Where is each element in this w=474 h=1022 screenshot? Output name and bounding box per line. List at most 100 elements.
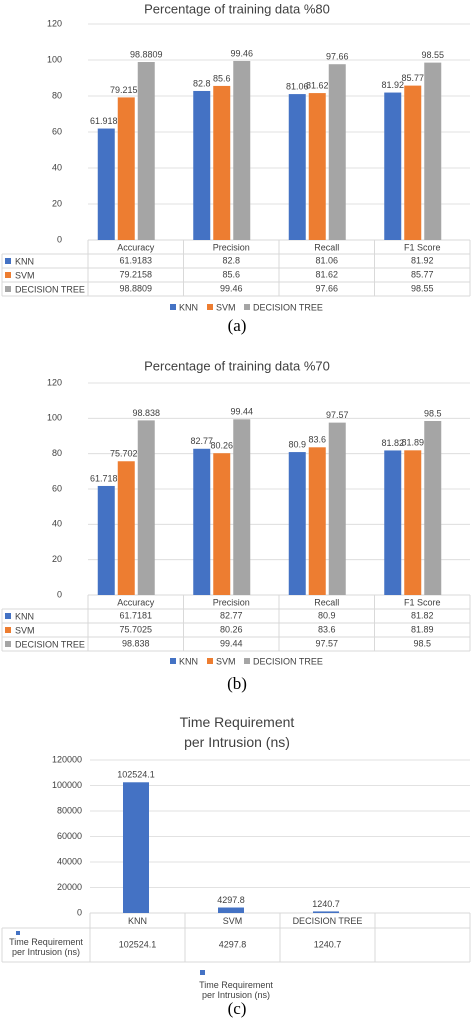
y-tick-label: 120 <box>47 377 62 387</box>
value-label: 81.82 <box>381 438 404 448</box>
bar <box>137 420 155 595</box>
table-value: 98.8809 <box>119 283 152 293</box>
bar <box>308 447 326 595</box>
table-value: 81.92 <box>411 255 434 265</box>
value-label: 75.7025 <box>110 449 143 459</box>
legend-swatch <box>170 658 176 664</box>
bar <box>313 911 339 913</box>
bar <box>97 128 115 240</box>
value-label: 82.77 <box>190 436 213 446</box>
table-value: 98.838 <box>122 638 150 648</box>
y-tick-label: 40 <box>52 519 62 529</box>
value-label: 79.2158 <box>110 85 143 95</box>
table-value: 81.89 <box>411 624 434 634</box>
y-tick-label: 60000 <box>57 831 82 841</box>
x-tick-label: Accuracy <box>117 242 155 252</box>
table-series-label: KNN <box>15 256 34 266</box>
legend-label: DECISION TREE <box>253 302 323 312</box>
bar <box>117 97 135 240</box>
bar <box>328 64 346 240</box>
table-series-label: Time Requirement per Intrusion (ns) <box>9 937 83 957</box>
table-value: 102524.1 <box>119 939 157 949</box>
value-label: 81.06 <box>286 81 309 91</box>
y-tick-label: 120 <box>47 18 62 28</box>
table-series-label: KNN <box>15 611 34 621</box>
bar <box>424 62 442 240</box>
table-value: 99.46 <box>220 283 243 293</box>
value-label: 81.89 <box>401 438 424 448</box>
table-value: 81.06 <box>315 255 338 265</box>
value-label: 85.77 <box>401 73 424 83</box>
y-tick-label: 40000 <box>57 856 82 866</box>
table-value: 61.7181 <box>119 610 152 620</box>
bar <box>404 85 422 240</box>
table-value: 99.44 <box>220 638 243 648</box>
bar <box>328 422 346 595</box>
table-value: 97.66 <box>315 283 338 293</box>
table-key <box>5 641 11 647</box>
table-key <box>5 272 11 278</box>
value-label: 98.8809 <box>130 49 163 59</box>
y-tick-label: 20000 <box>57 882 82 892</box>
bar <box>308 93 326 240</box>
y-tick-label: 0 <box>77 907 82 917</box>
bar <box>117 461 135 595</box>
legend-label-box: Time Requirement per Intrusion (ns) <box>199 980 273 1000</box>
y-tick-label: 60 <box>52 126 62 136</box>
value-label: 98.5 <box>424 408 442 418</box>
chart-title-box: Time Requirement per Intrusion (ns) <box>179 714 295 750</box>
x-tick-label: DECISION TREE <box>293 916 363 926</box>
x-tick-label: F1 Score <box>404 242 441 252</box>
table-key <box>5 258 11 264</box>
table-value: 81.82 <box>411 610 434 620</box>
table-series-label: DECISION TREE <box>15 639 85 649</box>
table-series-label-box: Time Requirement per Intrusion (ns) <box>9 937 83 957</box>
y-tick-label: 80 <box>52 90 62 100</box>
bar <box>233 60 251 240</box>
value-label: 85.6 <box>213 73 231 83</box>
bar <box>137 62 155 241</box>
value-label: 97.66 <box>326 52 349 62</box>
bar <box>288 452 306 595</box>
table-value: 98.55 <box>411 283 434 293</box>
value-label: 61.9183 <box>90 116 123 126</box>
caption: (c) <box>228 999 247 1018</box>
bar <box>404 450 422 595</box>
bar <box>97 485 115 595</box>
value-label: 102524.1 <box>117 770 155 780</box>
x-tick-label: F1 Score <box>404 597 441 607</box>
table-value: 83.6 <box>318 624 336 634</box>
bar <box>288 94 306 240</box>
y-tick-label: 0 <box>57 234 62 244</box>
legend-label: Time Requirement per Intrusion (ns) <box>199 980 273 1000</box>
x-tick-label: SVM <box>223 916 243 926</box>
bar <box>213 85 231 240</box>
value-label: 81.92 <box>381 80 404 90</box>
table-value: 4297.8 <box>219 939 247 949</box>
y-tick-label: 40 <box>52 162 62 172</box>
legend-label: KNN <box>179 656 198 666</box>
y-tick-label: 100000 <box>52 780 82 790</box>
y-tick-label: 0 <box>57 589 62 599</box>
value-label: 98.838 <box>132 408 160 418</box>
table-series-label: SVM <box>15 625 35 635</box>
table-key <box>5 627 11 633</box>
bar <box>218 907 244 913</box>
x-tick-label: Precision <box>213 242 250 252</box>
legend-label: DECISION TREE <box>253 656 323 666</box>
bar <box>193 90 211 241</box>
chart-title: Time Requirement per Intrusion (ns) <box>179 714 295 750</box>
x-tick-label: Precision <box>213 597 250 607</box>
caption: (a) <box>228 316 247 335</box>
value-label: 83.6 <box>308 435 326 445</box>
value-label: 4297.8 <box>217 895 245 905</box>
caption: (b) <box>227 674 247 693</box>
legend-label: KNN <box>179 302 198 312</box>
table-series-label: DECISION TREE <box>15 284 85 294</box>
y-tick-label: 80 <box>52 448 62 458</box>
value-label: 99.44 <box>230 407 253 417</box>
table-value: 81.62 <box>315 269 338 279</box>
legend-swatch <box>244 658 250 664</box>
value-label: 1240.7 <box>312 899 340 909</box>
